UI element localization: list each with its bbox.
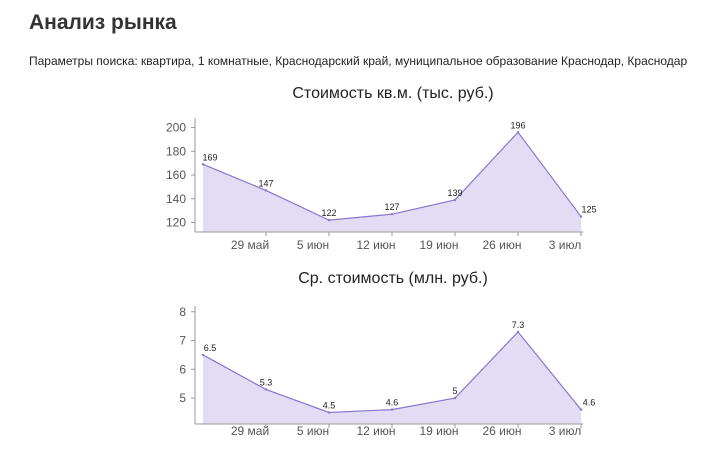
- data-label: 4.5: [323, 400, 336, 410]
- data-point: [516, 131, 520, 134]
- data-label: 5.3: [260, 377, 273, 387]
- x-tick-label: 29 май: [231, 424, 269, 438]
- data-point: [453, 396, 457, 400]
- data-point: [201, 163, 205, 166]
- x-tick-label: 26 июн: [482, 238, 521, 252]
- data-point: [390, 212, 394, 216]
- y-tick-label: 7: [179, 334, 186, 348]
- x-tick-label: 3 июл: [549, 424, 581, 438]
- data-label: 4.6: [583, 398, 596, 408]
- data-point: [264, 388, 268, 391]
- data-label: 122: [321, 208, 336, 218]
- data-point: [201, 353, 205, 357]
- data-label: 5: [452, 386, 457, 396]
- x-tick-label: 26 июн: [482, 424, 521, 438]
- data-point: [390, 408, 394, 411]
- avg-price-chart: 5 6 7 8 29 май 5 июн 12 июн 19 июн 26 июн 3 июл 6.…: [179, 306, 596, 438]
- data-point: [516, 330, 520, 334]
- y-tick-label: 160: [166, 168, 186, 182]
- x-tick-label: 5 июн: [297, 424, 329, 438]
- data-label: 196: [510, 120, 525, 130]
- data-point: [264, 189, 268, 192]
- y-tick-label: 6: [179, 362, 186, 376]
- y-tick-label: 140: [166, 192, 186, 206]
- series-area: [203, 331, 581, 424]
- data-point: [327, 411, 331, 414]
- x-tick-label: 12 июн: [356, 424, 395, 438]
- price-per-sqm-chart: 120 140 160 180 200 29 май 5 июн 12 июн 19 июн 26…: [166, 118, 597, 252]
- data-label: 4.6: [386, 398, 399, 408]
- x-tick-label: 19 июн: [419, 238, 458, 252]
- series-area: [203, 132, 581, 232]
- x-tick-label: 5 июн: [297, 238, 329, 252]
- data-point: [579, 215, 583, 218]
- y-tick-label: 120: [166, 216, 186, 230]
- search-params-text: Параметры поиска: квартира, 1 комнатные,…: [29, 54, 688, 68]
- y-tick-label: 180: [166, 144, 186, 158]
- page-title: Анализ рынка: [29, 11, 177, 34]
- x-tick-label: 19 июн: [419, 424, 458, 438]
- data-point: [327, 218, 331, 222]
- data-point: [453, 198, 457, 202]
- x-tick-label: 12 июн: [356, 238, 395, 252]
- data-label: 127: [384, 202, 399, 212]
- data-label: 139: [447, 188, 462, 198]
- data-point: [579, 408, 583, 411]
- chart-title-avg-price: Ср. стоимость (млн. руб.): [298, 270, 488, 287]
- data-label: 147: [258, 178, 273, 188]
- y-tick-label: 200: [166, 121, 186, 135]
- data-label: 169: [202, 152, 217, 162]
- data-label: 6.5: [204, 343, 217, 353]
- data-label: 125: [581, 205, 596, 215]
- y-tick-label: 5: [179, 391, 186, 405]
- x-tick-label: 29 май: [231, 238, 269, 252]
- x-tick-label: 3 июл: [549, 238, 581, 252]
- y-tick-label: 8: [179, 306, 186, 319]
- data-label: 7.3: [512, 320, 525, 330]
- chart-title-price-per-sqm: Стоимость кв.м. (тыс. руб.): [292, 85, 494, 102]
